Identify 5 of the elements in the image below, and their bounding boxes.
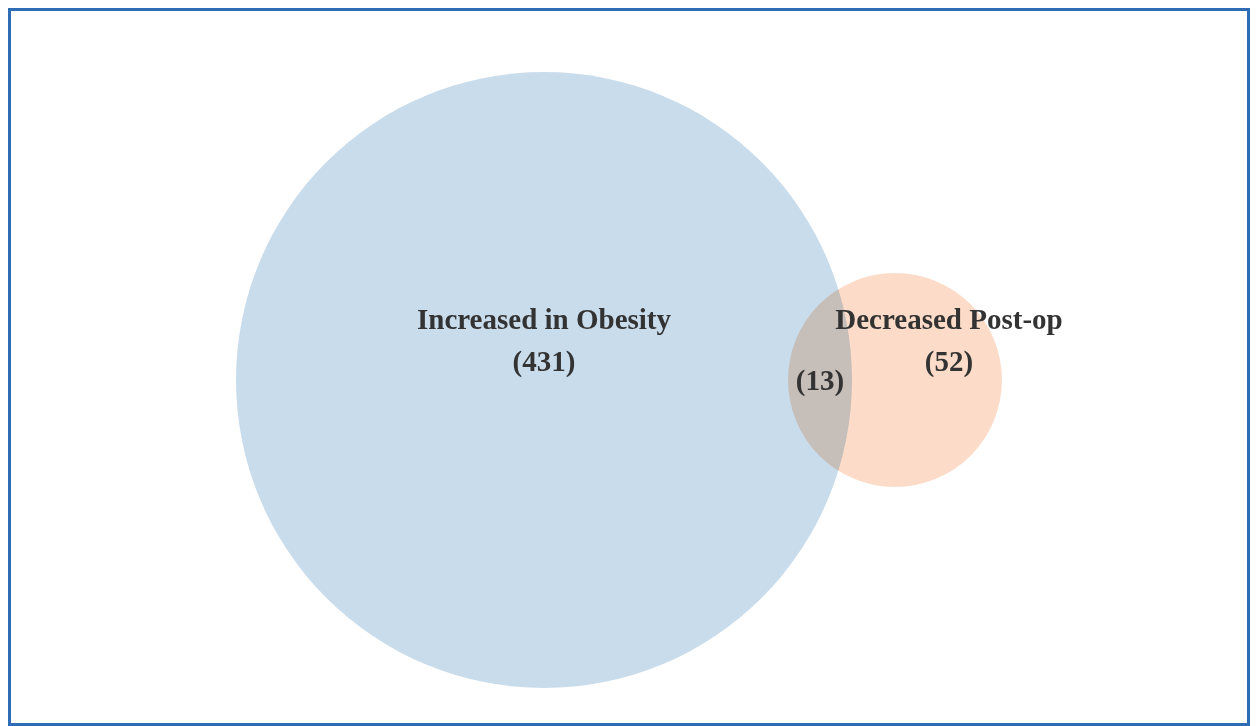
data-label: (52) bbox=[924, 345, 974, 378]
data-label: (431) bbox=[512, 345, 576, 378]
category-label: Decreased Post-op bbox=[835, 303, 1063, 335]
category-label: Increased in Obesity bbox=[416, 303, 672, 335]
text: (13) bbox=[795, 364, 845, 397]
